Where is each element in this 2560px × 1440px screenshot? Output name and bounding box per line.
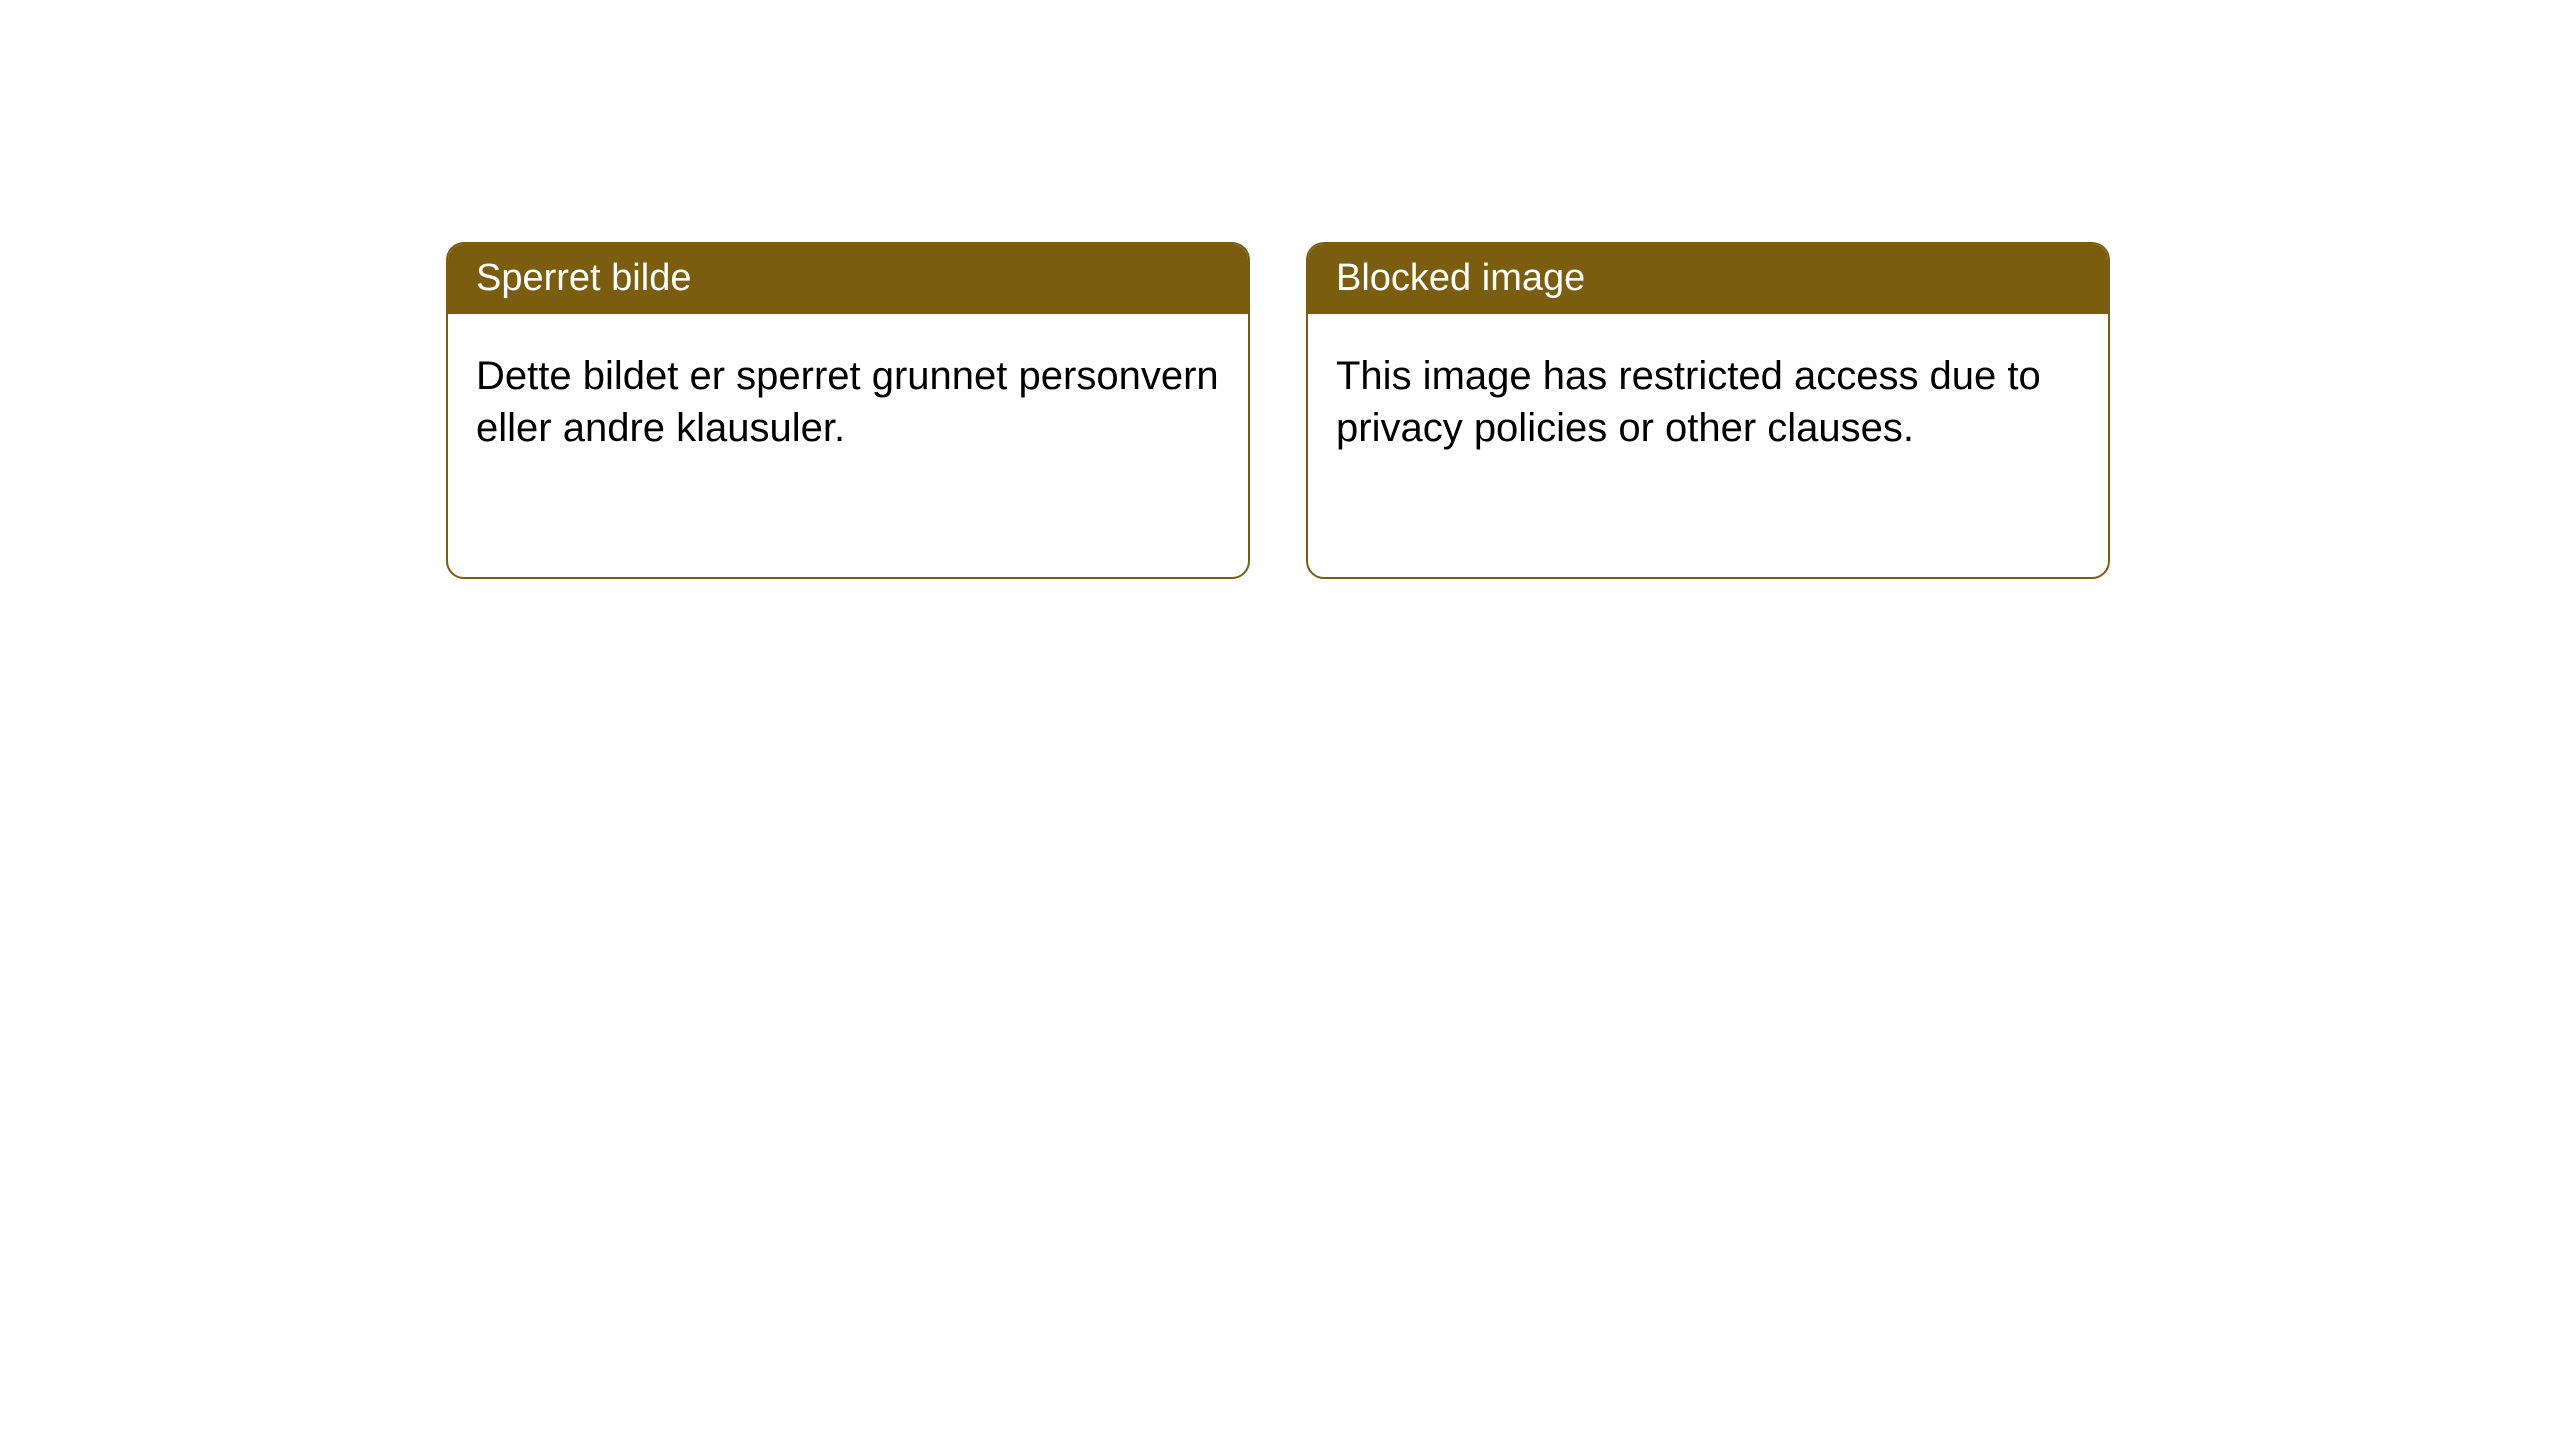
notice-container: Sperret bilde Dette bildet er sperret gr… xyxy=(0,0,2560,579)
notice-header-no: Sperret bilde xyxy=(448,244,1248,314)
notice-title-no: Sperret bilde xyxy=(476,257,691,299)
notice-card-no: Sperret bilde Dette bildet er sperret gr… xyxy=(446,242,1250,579)
notice-body-no: Dette bildet er sperret grunnet personve… xyxy=(448,314,1248,490)
notice-text-en: This image has restricted access due to … xyxy=(1336,354,2041,450)
notice-card-en: Blocked image This image has restricted … xyxy=(1306,242,2110,579)
notice-header-en: Blocked image xyxy=(1308,244,2108,314)
notice-body-en: This image has restricted access due to … xyxy=(1308,314,2108,490)
notice-title-en: Blocked image xyxy=(1336,257,1585,299)
notice-text-no: Dette bildet er sperret grunnet personve… xyxy=(476,354,1219,450)
